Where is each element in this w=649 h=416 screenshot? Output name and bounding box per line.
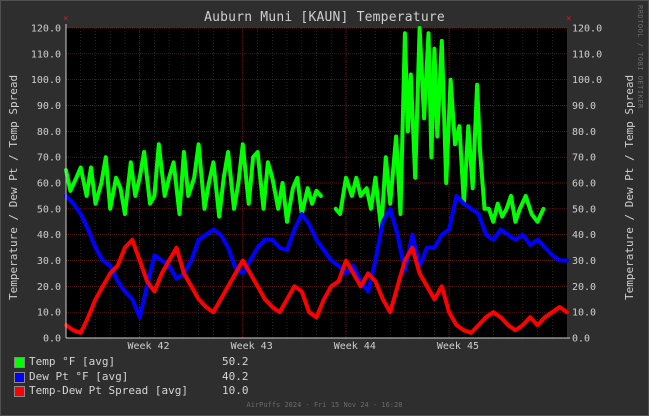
legend-swatch-temp: [14, 357, 25, 368]
legend-label-temp: Temp °F [avg]: [29, 355, 116, 368]
legend-value-spread: 10.0: [222, 384, 249, 397]
y-tick-label-right: 40.0: [572, 230, 596, 241]
chart-footer: AirPuffs 2024 - Fri 15 Nov 24 - 16:28: [246, 401, 403, 409]
chart-title: Auburn Muni [KAUN] Temperature: [204, 10, 445, 25]
y-tick-label-left: 90.0: [37, 101, 61, 112]
y-tick-label-left: 70.0: [37, 153, 61, 164]
y-tick-label-right: 70.0: [572, 153, 596, 164]
spread-series-line: [64, 237, 569, 335]
y-tick-label-right: 120.0: [572, 24, 602, 35]
y-tick-label-left: 120.0: [31, 24, 61, 35]
y-tick-label-right: 0.0: [572, 334, 590, 345]
temp-series-line: [64, 26, 546, 232]
legend-value-dewpt: 40.2: [222, 369, 249, 383]
y-tick-label-left: 100.0: [31, 75, 61, 86]
y-tick-label-right: 60.0: [572, 179, 596, 190]
y-tick-label-right: 90.0: [572, 101, 596, 112]
legend-label-dewpt: Dew Pt °F [avg]: [29, 369, 129, 383]
left-corner-mark: ×: [63, 14, 69, 24]
x-tick-label: Week 44: [334, 341, 376, 352]
y-tick-label-left: 50.0: [37, 204, 61, 215]
y-tick-label-left: 110.0: [31, 49, 61, 60]
x-tick-label: Week 45: [437, 341, 479, 352]
y-tick-label-right: 80.0: [572, 127, 596, 138]
y-tick-label-left: 20.0: [37, 282, 61, 293]
y-tick-label-left: 40.0: [37, 230, 61, 241]
y-tick-label-right: 100.0: [572, 75, 602, 86]
legend-swatch-dewpt: [14, 371, 25, 383]
legend-value-temp: 50.2: [222, 355, 249, 368]
dewpt-series-line: [64, 193, 569, 320]
y-tick-label-left: 30.0: [37, 256, 61, 267]
legend-label-spread: Temp-Dew Pt Spread [avg]: [29, 384, 188, 397]
y-tick-label-left: 0.0: [43, 334, 61, 345]
y-tick-label-right: 50.0: [572, 204, 596, 215]
y-tick-label-left: 10.0: [37, 308, 61, 319]
y-tick-label-left: 60.0: [37, 179, 61, 190]
y-tick-label-right: 30.0: [572, 256, 596, 267]
y-tick-label-right: 20.0: [572, 282, 596, 293]
x-tick-label: Week 43: [231, 341, 273, 352]
legend-swatch-spread: [14, 386, 25, 397]
rrdtool-watermark: RRDTOOL / TOBI OETIKER: [636, 5, 644, 109]
right-corner-mark: ×: [566, 14, 572, 24]
x-tick-label: Week 42: [127, 341, 169, 352]
y-tick-label-left: 80.0: [37, 127, 61, 138]
y-tick-label-right: 110.0: [572, 49, 602, 60]
y-tick-label-right: 10.0: [572, 308, 596, 319]
